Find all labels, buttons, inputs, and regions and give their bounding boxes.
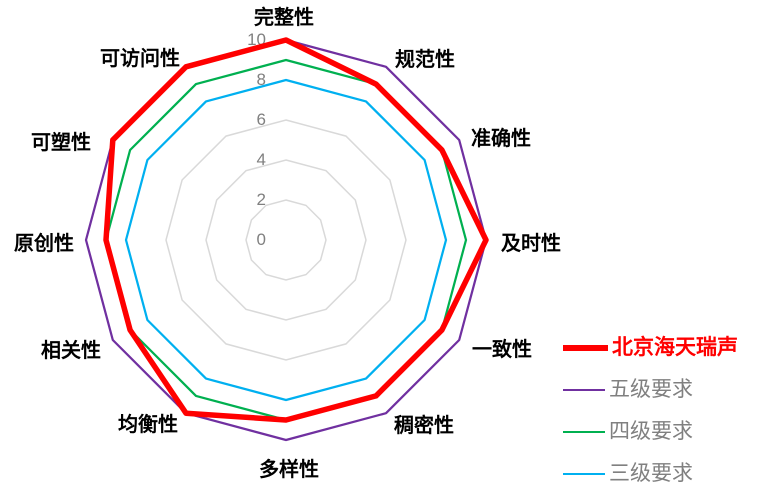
gridline-ring-4 bbox=[205, 159, 367, 321]
category-label-0: 完整性 bbox=[254, 5, 314, 29]
category-label-7: 均衡性 bbox=[118, 412, 178, 436]
legend-label: 三级要求 bbox=[609, 462, 693, 485]
legend-line-swatch bbox=[563, 430, 605, 434]
legend-label: 四级要求 bbox=[609, 420, 693, 443]
radial-tick-label: 0 bbox=[257, 230, 266, 249]
category-label-8: 相关性 bbox=[41, 338, 101, 362]
legend-label: 北京海天瑞声 bbox=[612, 336, 738, 359]
series-line-3 bbox=[124, 78, 448, 402]
category-label-4: 一致性 bbox=[472, 337, 532, 361]
legend-item-3: 三级要求 bbox=[563, 463, 738, 485]
category-label-3: 及时性 bbox=[501, 232, 561, 255]
category-label-10: 可塑性 bbox=[31, 130, 91, 154]
series-line-2 bbox=[104, 58, 468, 422]
radial-tick-label: 4 bbox=[257, 150, 266, 169]
gridline-ring-6 bbox=[165, 119, 407, 361]
gridline-ring-2 bbox=[245, 199, 327, 281]
legend-item-1: 五级要求 bbox=[563, 379, 738, 401]
category-label-5: 稠密性 bbox=[394, 413, 454, 437]
category-label-11: 可访问性 bbox=[100, 46, 180, 70]
legend-item-0: 北京海天瑞声 bbox=[563, 337, 738, 359]
series-line-1 bbox=[84, 38, 488, 442]
series-line-0 bbox=[103, 37, 489, 423]
legend-label: 五级要求 bbox=[609, 378, 693, 401]
legend-line-swatch bbox=[563, 345, 608, 351]
legend-line-swatch bbox=[563, 472, 605, 476]
radial-tick-label: 8 bbox=[257, 70, 266, 89]
legend-line-swatch bbox=[563, 388, 605, 392]
gridline-ring-8 bbox=[125, 79, 447, 401]
chart-legend: 北京海天瑞声 五级要求四级要求三级要求 bbox=[563, 337, 738, 485]
radial-tick-label: 2 bbox=[257, 190, 266, 209]
category-label-9: 原创性 bbox=[14, 231, 74, 255]
category-label-2: 准确性 bbox=[471, 126, 531, 150]
category-label-6: 多样性 bbox=[259, 457, 319, 481]
legend-item-2: 四级要求 bbox=[563, 421, 738, 443]
category-label-1: 规范性 bbox=[395, 47, 455, 71]
gridline-ring-10 bbox=[85, 39, 487, 441]
radial-tick-label: 6 bbox=[257, 110, 266, 129]
